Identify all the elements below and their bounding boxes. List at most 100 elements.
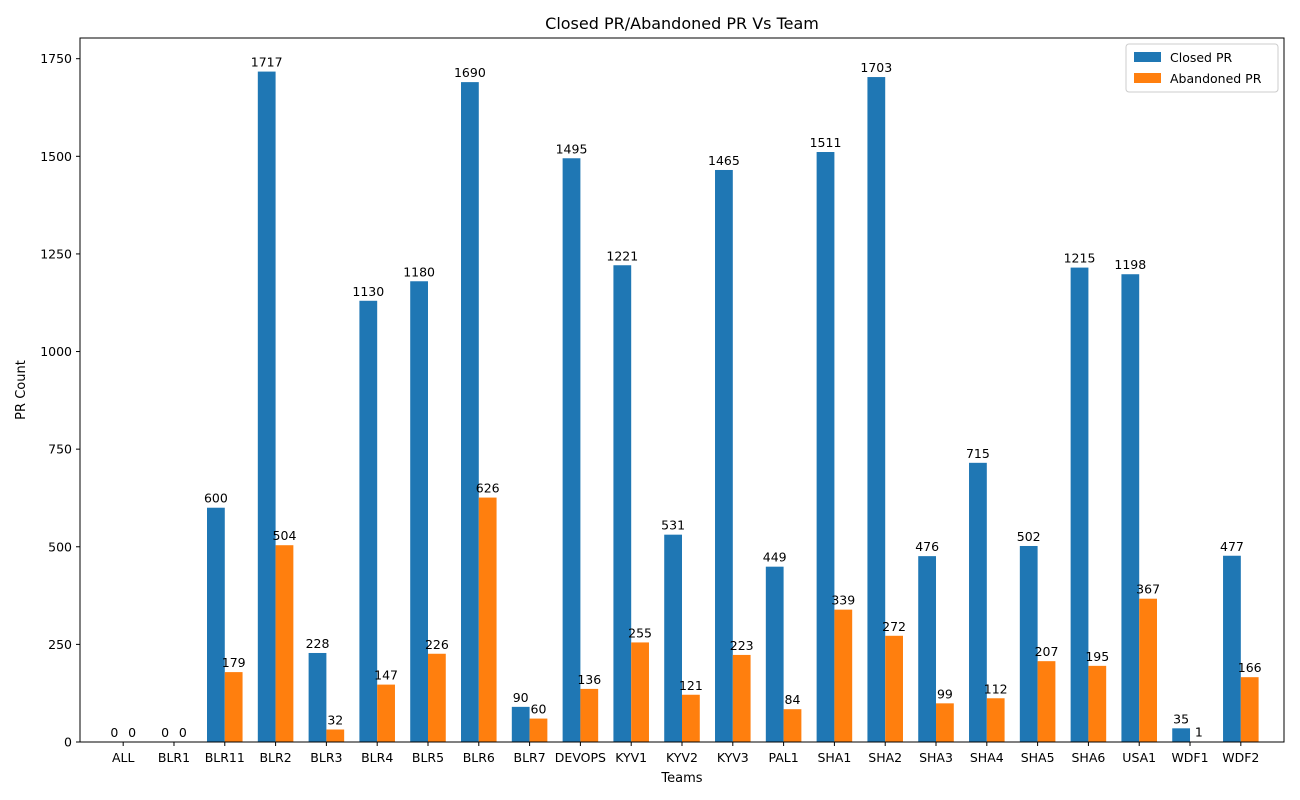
data-label-abandoned-pr-blr3: 32 xyxy=(327,713,343,728)
bar-abandoned-pr-kyv3 xyxy=(732,654,751,742)
y-tick-label: 1500 xyxy=(40,149,72,164)
bar-abandoned-pr-sha2 xyxy=(885,635,903,742)
bar-abandoned-pr-sha6 xyxy=(1088,665,1107,742)
bar-closed-pr-blr11 xyxy=(207,507,225,742)
bar-closed-pr-sha3 xyxy=(918,556,937,742)
bar-closed-pr-wdf2 xyxy=(1223,555,1241,742)
bar-abandoned-pr-blr6 xyxy=(478,497,497,742)
data-label-closed-pr-all: 0 xyxy=(110,725,118,740)
x-tick-label-devops: DEVOPS xyxy=(555,750,606,765)
bar-abandoned-pr-pal1 xyxy=(783,709,802,742)
data-label-abandoned-pr-sha6: 195 xyxy=(1085,649,1109,664)
data-label-abandoned-pr-wdf1: 1 xyxy=(1195,725,1203,740)
x-tick-label-all: ALL xyxy=(112,750,135,765)
data-label-closed-pr-sha2: 1703 xyxy=(860,60,892,75)
bar-closed-pr-sha2 xyxy=(867,77,886,743)
bar-abandoned-pr-wdf2 xyxy=(1240,677,1259,742)
data-label-closed-pr-blr6: 1690 xyxy=(454,65,486,80)
data-label-closed-pr-kyv1: 1221 xyxy=(606,248,638,263)
x-tick-label-sha2: SHA2 xyxy=(868,750,902,765)
y-tick-label: 750 xyxy=(48,442,72,457)
x-tick-label-blr7: BLR7 xyxy=(514,750,546,765)
x-tick-label-blr3: BLR3 xyxy=(310,750,342,765)
x-tick-label-sha3: SHA3 xyxy=(919,750,953,765)
data-label-closed-pr-devops: 1495 xyxy=(556,141,588,156)
bar-abandoned-pr-sha1 xyxy=(834,609,853,742)
bar-closed-pr-sha5 xyxy=(1019,545,1038,742)
y-tick-label: 1250 xyxy=(40,246,72,261)
data-label-abandoned-pr-pal1: 84 xyxy=(785,692,801,707)
data-label-abandoned-pr-devops: 136 xyxy=(577,672,601,687)
data-label-closed-pr-kyv2: 531 xyxy=(661,518,685,533)
legend: Closed PR Abandoned PR xyxy=(1125,43,1279,93)
data-label-abandoned-pr-blr2: 504 xyxy=(273,528,297,543)
x-tick-label-blr11: BLR11 xyxy=(205,750,245,765)
x-tick-label-blr2: BLR2 xyxy=(259,750,291,765)
bar-abandoned-pr-usa1 xyxy=(1139,598,1157,742)
bar-closed-pr-wdf1 xyxy=(1172,728,1191,742)
y-axis-label: PR Count xyxy=(14,360,29,420)
x-tick-label-blr1: BLR1 xyxy=(158,750,190,765)
x-tick-label-sha6: SHA6 xyxy=(1071,750,1105,765)
x-axis-label: Teams xyxy=(660,771,702,786)
data-label-abandoned-pr-sha5: 207 xyxy=(1035,644,1059,659)
data-label-closed-pr-kyv3: 1465 xyxy=(708,153,740,168)
data-label-abandoned-pr-blr1: 0 xyxy=(179,725,187,740)
data-label-closed-pr-sha1: 1511 xyxy=(810,135,842,150)
y-tick-label: 1750 xyxy=(40,51,72,66)
data-label-abandoned-pr-sha3: 99 xyxy=(937,686,953,701)
data-label-closed-pr-sha4: 715 xyxy=(966,446,990,461)
data-label-abandoned-pr-blr4: 147 xyxy=(374,668,398,683)
data-label-abandoned-pr-blr5: 226 xyxy=(425,637,449,652)
x-tick-label-usa1: USA1 xyxy=(1122,750,1156,765)
data-label-abandoned-pr-kyv1: 255 xyxy=(628,625,652,640)
legend-swatch-closed-pr xyxy=(1134,52,1161,62)
y-tick-label: 500 xyxy=(48,539,72,554)
bar-closed-pr-kyv3 xyxy=(715,169,733,743)
data-label-closed-pr-wdf2: 477 xyxy=(1220,539,1244,554)
data-label-closed-pr-pal1: 449 xyxy=(763,550,787,565)
bars-layer xyxy=(207,71,1259,743)
data-label-abandoned-pr-all: 0 xyxy=(128,725,136,740)
data-label-closed-pr-blr4: 1130 xyxy=(352,284,384,299)
data-label-abandoned-pr-sha1: 339 xyxy=(831,593,855,608)
bar-abandoned-pr-blr7 xyxy=(529,718,548,742)
data-label-closed-pr-sha3: 476 xyxy=(915,539,939,554)
chart-title: Closed PR/Abandoned PR Vs Team xyxy=(545,14,819,33)
bar-abandoned-pr-blr2 xyxy=(275,545,294,742)
bar-abandoned-pr-blr3 xyxy=(326,729,345,742)
bar-closed-pr-blr5 xyxy=(410,281,428,742)
data-label-closed-pr-usa1: 1198 xyxy=(1114,257,1146,272)
x-tick-label-wdf1: WDF1 xyxy=(1171,750,1208,765)
bar-abandoned-pr-sha5 xyxy=(1037,661,1056,742)
bar-closed-pr-sha4 xyxy=(969,462,987,742)
data-label-closed-pr-blr1: 0 xyxy=(161,725,169,740)
bar-closed-pr-blr2 xyxy=(257,71,276,742)
legend-box xyxy=(1125,43,1279,93)
data-label-closed-pr-blr7: 90 xyxy=(513,690,529,705)
data-label-abandoned-pr-kyv2: 121 xyxy=(679,678,703,693)
bar-closed-pr-blr4 xyxy=(359,300,378,742)
bar-closed-pr-sha6 xyxy=(1070,267,1089,742)
bar-closed-pr-blr7 xyxy=(511,706,530,742)
bar-abandoned-pr-devops xyxy=(580,688,599,742)
x-tick-label-kyv1: KYV1 xyxy=(615,750,647,765)
data-label-abandoned-pr-blr11: 179 xyxy=(222,655,246,670)
x-tick-label-kyv3: KYV3 xyxy=(717,750,749,765)
bar-closed-pr-blr3 xyxy=(308,652,327,742)
bar-abandoned-pr-blr5 xyxy=(427,653,446,742)
x-tick-label-sha1: SHA1 xyxy=(817,750,851,765)
legend-swatch-abandoned-pr xyxy=(1134,73,1161,83)
data-label-closed-pr-blr11: 600 xyxy=(204,491,228,506)
x-tick-label-wdf2: WDF2 xyxy=(1222,750,1259,765)
bar-closed-pr-blr6 xyxy=(461,82,479,743)
data-label-closed-pr-blr2: 1717 xyxy=(251,55,283,70)
bar-abandoned-pr-kyv2 xyxy=(682,694,700,742)
data-label-abandoned-pr-sha4: 112 xyxy=(984,681,1008,696)
x-tick-label-kyv2: KYV2 xyxy=(666,750,698,765)
bar-closed-pr-sha1 xyxy=(816,152,835,742)
bar-closed-pr-kyv1 xyxy=(613,265,632,742)
x-tick-label-pal1: PAL1 xyxy=(768,750,798,765)
bar-abandoned-pr-blr11 xyxy=(224,672,243,742)
